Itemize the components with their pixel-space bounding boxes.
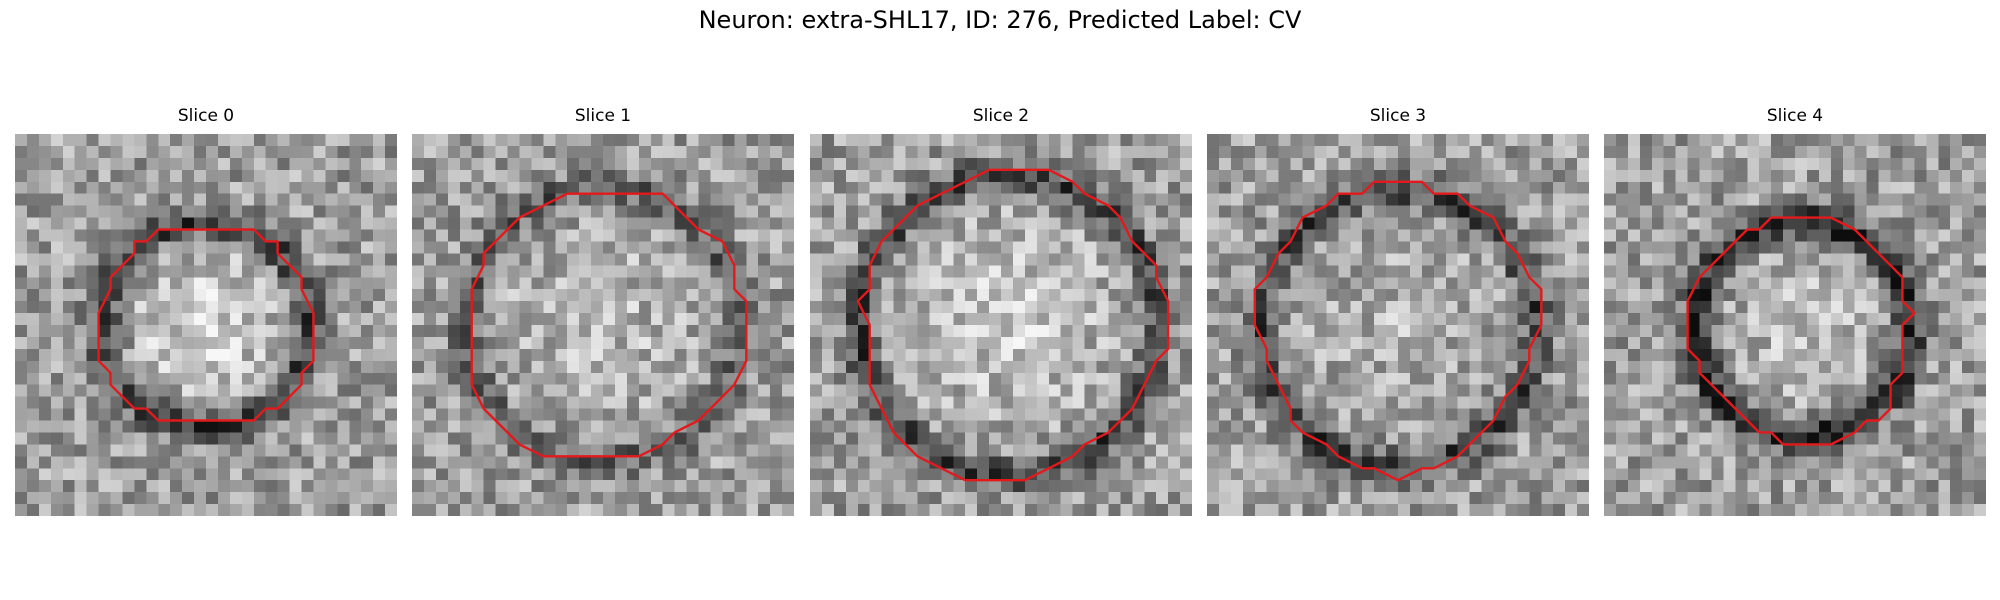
pixel-grid	[15, 134, 397, 516]
slice-title-3: Slice 3	[1369, 106, 1427, 126]
contour-outline	[856, 168, 1170, 482]
slice-image-0	[15, 134, 397, 516]
slice-image-1	[412, 134, 794, 516]
slice-image-2	[810, 134, 1192, 516]
pixel-grid	[1207, 134, 1589, 516]
contour-outline	[1686, 216, 1916, 446]
slice-title-4: Slice 4	[1766, 106, 1824, 126]
slice-title-1: Slice 1	[574, 106, 632, 126]
slice-image-3	[1207, 134, 1589, 516]
contour-outline	[470, 192, 748, 458]
pixel-grid	[810, 134, 1192, 516]
slice-title-2: Slice 2	[972, 106, 1030, 126]
pixel-grid	[412, 134, 794, 516]
figure-title: Neuron: extra-SHL17, ID: 276, Predicted …	[698, 6, 1302, 34]
contour-outline	[97, 228, 315, 422]
slice-title-0: Slice 0	[177, 106, 235, 126]
contour-outline	[1253, 180, 1543, 482]
pixel-grid	[1604, 134, 1986, 516]
slice-image-4	[1604, 134, 1986, 516]
